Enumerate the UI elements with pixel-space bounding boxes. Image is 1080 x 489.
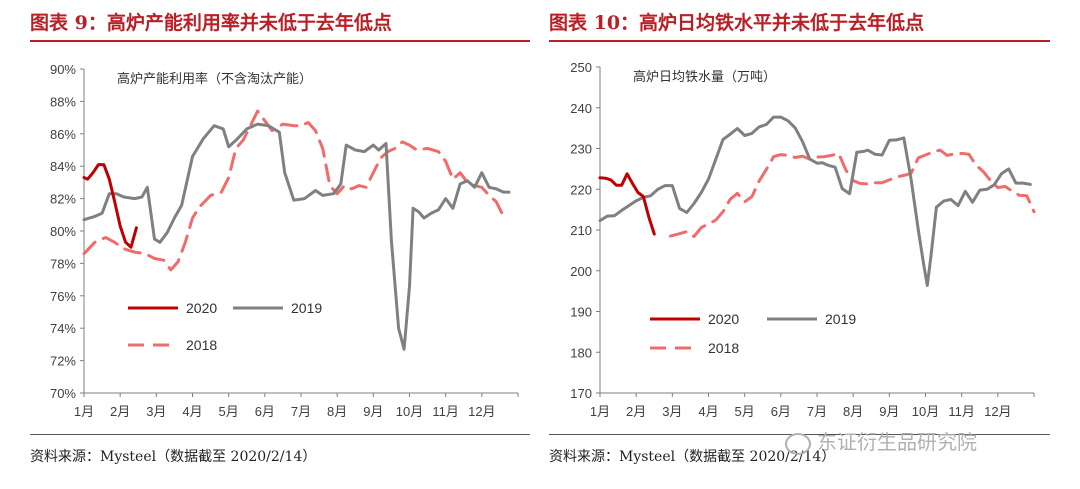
legend-label-2018: 2018: [186, 337, 217, 353]
chart-inner-label: 高炉日均铁水量（万吨）: [633, 69, 776, 84]
x-tick-label: 11月: [432, 404, 459, 419]
y-tick-label: 180: [570, 345, 592, 360]
x-tick-label: 4月: [182, 404, 202, 419]
series-line-2019: [598, 115, 1032, 287]
x-tick-label: 5月: [735, 404, 755, 419]
y-tick-label: 86%: [50, 127, 76, 142]
x-tick-label: 9月: [363, 404, 383, 419]
y-tick-label: 190: [570, 305, 592, 320]
y-tick-label: 88%: [50, 94, 76, 109]
legend-label-2019: 2019: [291, 300, 322, 316]
y-tick-label: 210: [570, 223, 592, 238]
x-tick-label: 4月: [698, 404, 718, 419]
series-line-2018: [82, 109, 505, 272]
x-tick-label: 8月: [327, 404, 347, 419]
wechat-icon: [785, 432, 811, 455]
legend-label-2020: 2020: [186, 300, 217, 316]
x-tick-label: 3月: [146, 404, 166, 419]
right-source: 资料来源：Mysteel（数据截至 2020/2/14）: [549, 449, 836, 465]
right-title-rule: [549, 40, 1050, 42]
y-tick-label: 78%: [50, 256, 76, 271]
x-tick-label: 10月: [912, 404, 939, 419]
legend-label-2020: 2020: [708, 311, 739, 327]
y-tick-label: 80%: [50, 224, 76, 239]
watermark: 东证衍生品研究院: [785, 426, 977, 455]
x-tick-label: 6月: [255, 404, 275, 419]
series-line-2019: [82, 122, 511, 351]
left-source-rule: [30, 434, 530, 435]
x-tick-label: 3月: [662, 404, 682, 419]
left-title-rule: [30, 40, 530, 42]
right-chart: 170 180 190 200 210 220 230 240 250 1月 2月 3月 4月 5月 6月 7…: [570, 60, 1036, 419]
x-tick-label: 9月: [879, 404, 899, 419]
left-chart: 70% 72% 74% 76% 78% 80% 82% 84% 86% 88% 90% 1月 2月 3月 4…: [50, 62, 519, 419]
y-tick-label: 82%: [50, 192, 76, 207]
y-tick-label: 230: [570, 142, 592, 157]
x-tick-label: 2月: [626, 404, 646, 419]
watermark-text: 东证衍生品研究院: [817, 430, 977, 454]
left-panel-title: 图表 9：高炉产能利用率并未低于去年低点: [30, 12, 392, 34]
x-tick-label: 1月: [590, 404, 610, 419]
right-panel-title: 图表 10：高炉日均铁水平并未低于去年低点: [549, 12, 925, 34]
x-tick-label: 7月: [807, 404, 827, 419]
y-tick-label: 170: [570, 386, 592, 401]
series-line-2020: [82, 163, 138, 249]
chart-inner-label: 高炉产能利用率（不含淘汰产能）: [117, 71, 312, 86]
y-tick-label: 250: [570, 60, 592, 75]
y-tick-label: 76%: [50, 289, 76, 304]
y-tick-label: 72%: [50, 354, 76, 369]
x-tick-label: 12月: [984, 404, 1011, 419]
y-tick-label: 240: [570, 101, 592, 116]
y-tick-label: 220: [570, 182, 592, 197]
x-tick-label: 10月: [396, 404, 423, 419]
series-line-2020: [598, 172, 656, 236]
y-tick-label: 200: [570, 264, 592, 279]
legend-label-2018: 2018: [708, 340, 739, 356]
x-tick-label: 2月: [110, 404, 130, 419]
left-source: 资料来源：Mysteel（数据截至 2020/2/14）: [30, 449, 317, 465]
y-tick-label: 70%: [50, 386, 76, 401]
x-tick-label: 6月: [771, 404, 791, 419]
y-tick-label: 90%: [50, 62, 76, 77]
y-tick-label: 84%: [50, 159, 76, 174]
x-tick-label: 11月: [948, 404, 975, 419]
x-tick-label: 12月: [468, 404, 495, 419]
x-tick-label: 5月: [219, 404, 239, 419]
x-tick-label: 7月: [291, 404, 311, 419]
x-tick-label: 1月: [74, 404, 94, 419]
legend-label-2019: 2019: [825, 311, 856, 327]
x-tick-label: 8月: [843, 404, 863, 419]
y-tick-label: 74%: [50, 321, 76, 336]
